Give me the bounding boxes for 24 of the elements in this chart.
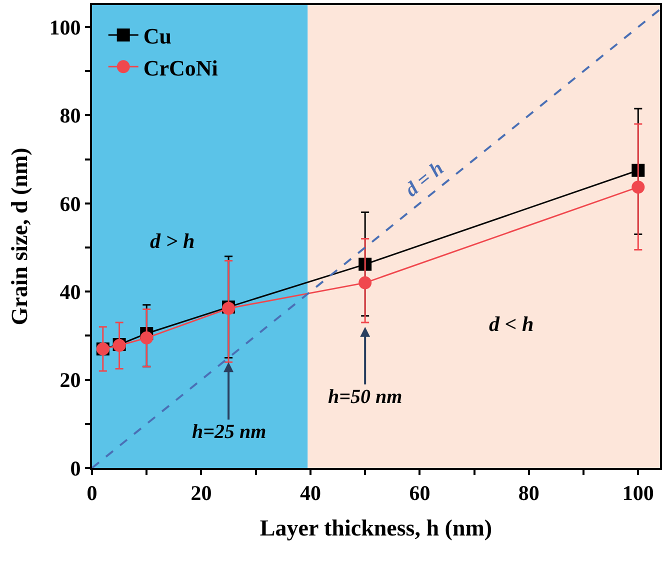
band-label: d > h — [150, 229, 195, 253]
x-tick-label: 100 — [622, 481, 654, 506]
annotation: h=50 nm — [328, 386, 402, 408]
y-tick-label: 40 — [60, 280, 81, 304]
y-tick-label: 20 — [60, 368, 81, 392]
x-axis-title: Layer thickness, h (nm) — [260, 515, 492, 540]
y-tick-label: 60 — [60, 192, 81, 216]
text: d = h — [401, 157, 448, 202]
y-tick-label: 80 — [60, 104, 81, 128]
y-tick-label: 100 — [49, 15, 81, 40]
x-tick-label: 0 — [86, 481, 98, 506]
x-tick-label: 20 — [190, 481, 212, 506]
x-tick-label: 40 — [300, 481, 321, 506]
annotation: h=25 nm — [192, 421, 266, 443]
point — [358, 276, 372, 290]
point — [632, 180, 645, 194]
legend-label: Cu — [143, 24, 172, 49]
x-tick-label: 80 — [518, 481, 540, 506]
y-axis-title: Grain size, d (nm) — [7, 148, 32, 326]
point — [140, 331, 154, 344]
band-label: d < h — [489, 312, 534, 336]
x-tick-label: 60 — [409, 481, 430, 506]
y-tick-label: 0 — [70, 456, 81, 480]
legend-label: CrCoNi — [143, 55, 218, 80]
